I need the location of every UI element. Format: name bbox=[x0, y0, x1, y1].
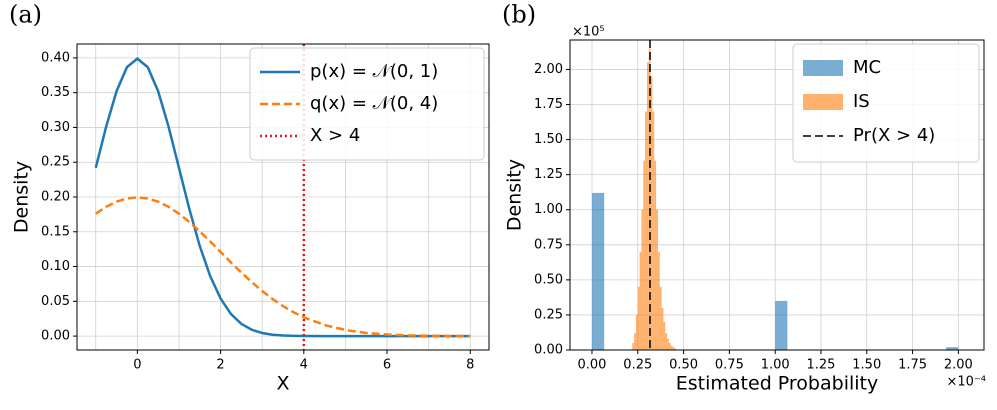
hist-bar bbox=[672, 347, 675, 350]
hist-bar bbox=[634, 333, 636, 350]
axes-frame bbox=[76, 43, 490, 351]
line bbox=[95, 196, 471, 338]
x-tick-label: 8 bbox=[466, 358, 474, 373]
x-tick-label: 1.50 bbox=[852, 358, 881, 373]
y-tick-label: 0.00 bbox=[41, 329, 70, 344]
y-tick-label: 0.35 bbox=[41, 85, 70, 100]
legend-label: MC bbox=[853, 57, 881, 78]
hist-bar bbox=[646, 62, 649, 350]
x-tick-label: 2 bbox=[216, 358, 224, 373]
hist-bar bbox=[635, 314, 638, 350]
hist-bar bbox=[674, 348, 677, 350]
y-tick-label: 1.25 bbox=[534, 167, 563, 182]
y-tick-label: 0.25 bbox=[534, 307, 563, 322]
line bbox=[94, 57, 471, 338]
hist-bar bbox=[775, 300, 788, 350]
x-tick-label: 0.25 bbox=[623, 358, 652, 373]
legend-label: q(x) = 𝒩(0, 4) bbox=[310, 93, 438, 114]
x-tick-label: 6 bbox=[383, 358, 391, 373]
hist-bar bbox=[656, 209, 658, 350]
hist-bar bbox=[591, 192, 605, 350]
legend-box bbox=[249, 47, 485, 161]
panel-1: (b) 0.00 0.25 0.50 0.75 1.00 1.25 1.50 1.75 2.00 0… bbox=[502, 1, 986, 395]
y-tick-label: 0.30 bbox=[41, 120, 70, 135]
y-axis-label: Density bbox=[11, 161, 33, 233]
y-tick-label: 1.75 bbox=[534, 97, 563, 112]
x-tick-label: 1.75 bbox=[898, 358, 927, 373]
legend-swatch bbox=[803, 60, 843, 76]
y-tick-label: 0.10 bbox=[41, 259, 70, 274]
hist-bar bbox=[657, 251, 660, 350]
y-tick-label: 0.40 bbox=[41, 50, 70, 65]
hist-bar bbox=[670, 345, 673, 350]
x-multiplier: ×10⁻⁴ bbox=[946, 375, 986, 390]
x-tick-label: 1.00 bbox=[761, 358, 790, 373]
x-tick-label: 0.75 bbox=[715, 358, 744, 373]
y-tick-label: 0.25 bbox=[41, 155, 70, 170]
hist-bar bbox=[652, 111, 655, 351]
legend-label: X > 4 bbox=[310, 125, 360, 146]
x-axis-label: Estimated Probability bbox=[676, 373, 878, 395]
x-tick-label: 2.00 bbox=[944, 358, 973, 373]
y-multiplier: ×10⁵ bbox=[572, 25, 605, 40]
hist-bar bbox=[661, 307, 664, 350]
y-tick-label: 0.50 bbox=[534, 272, 563, 287]
y-tick-label: 2.00 bbox=[534, 62, 563, 77]
x-tick-label: 1.25 bbox=[806, 358, 835, 373]
hist-bar bbox=[665, 333, 668, 350]
panel-label: (b) bbox=[502, 1, 536, 29]
hist-bar bbox=[645, 111, 647, 351]
y-tick-label: 1.50 bbox=[534, 132, 563, 147]
hist-bar bbox=[659, 286, 662, 350]
y-tick-label: 0.05 bbox=[41, 294, 70, 309]
y-tick-label: 0.00 bbox=[534, 343, 563, 358]
legend-swatch bbox=[803, 94, 843, 110]
y-tick-label: 0.20 bbox=[41, 190, 70, 205]
y-tick-label: 0.75 bbox=[534, 237, 563, 252]
hist-bar bbox=[643, 160, 646, 350]
x-tick-label: 0.50 bbox=[669, 358, 698, 373]
hist-bar bbox=[946, 347, 959, 350]
x-tick-label: 4 bbox=[300, 358, 308, 373]
hist-bar bbox=[632, 342, 635, 350]
y-tick-label: 1.00 bbox=[534, 202, 563, 217]
legend-label: Pr(X > 4) bbox=[853, 125, 935, 146]
legend-label: p(x) = 𝒩(0, 1) bbox=[310, 61, 438, 82]
hist-bar bbox=[637, 286, 640, 350]
x-tick-label: 0.00 bbox=[578, 358, 607, 373]
panel-label: (a) bbox=[9, 1, 42, 29]
x-tick-label: 0 bbox=[133, 358, 141, 373]
hist-bar bbox=[641, 209, 644, 350]
hist-bar bbox=[668, 342, 671, 350]
y-tick-label: 0.15 bbox=[41, 224, 70, 239]
panel-0: (a) 0 2 4 6 8 0.00 0.05 0.10 0.15 0.20 0.25 0.30 0.35… bbox=[9, 1, 490, 395]
hist-bar bbox=[654, 160, 657, 350]
legend-label: IS bbox=[853, 91, 870, 112]
hist-bar bbox=[639, 251, 642, 350]
hist-bar bbox=[650, 76, 653, 351]
axes-frame bbox=[569, 39, 985, 351]
hist-bar bbox=[667, 338, 669, 350]
x-axis-label: X bbox=[276, 373, 289, 395]
y-axis-label: Density bbox=[504, 159, 526, 231]
hist-bar bbox=[663, 321, 666, 350]
